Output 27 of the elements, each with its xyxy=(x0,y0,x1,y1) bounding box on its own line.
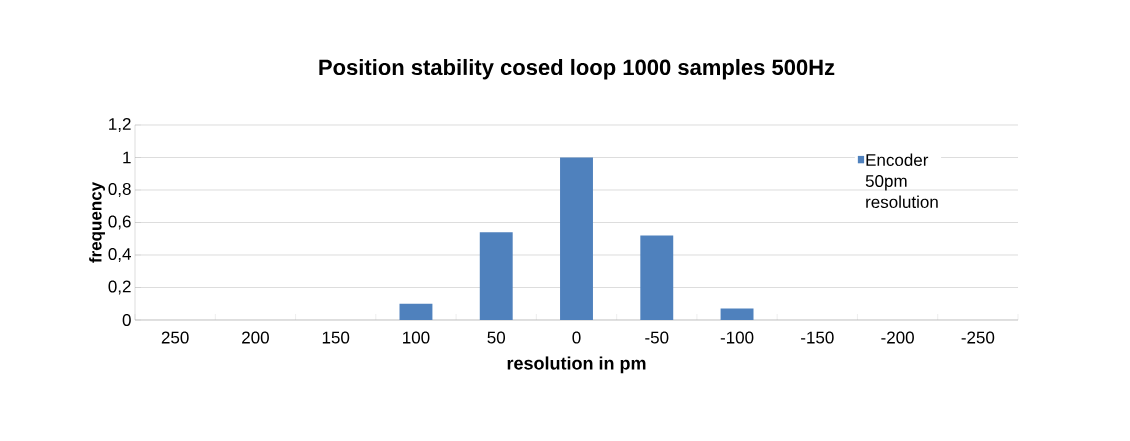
y-axis-title: frequency xyxy=(89,181,105,263)
y-tick-label: 0,2 xyxy=(108,280,131,295)
x-tick-label: -200 xyxy=(881,331,914,344)
bar xyxy=(479,232,513,320)
legend-label: Encoder 50pm resolution xyxy=(865,153,938,209)
x-axis-title: resolution in pm xyxy=(507,356,646,374)
y-tick-label: 0,8 xyxy=(108,182,131,198)
y-tick-label: 0,6 xyxy=(108,215,131,230)
bar xyxy=(560,157,593,320)
bar xyxy=(720,308,754,320)
chart-title: Position stability cosed loop 1000 samples 500Hz xyxy=(319,58,835,80)
bar xyxy=(399,303,433,320)
y-tick-label: 1 xyxy=(123,151,131,164)
y-tick-label: 0,4 xyxy=(108,247,131,263)
x-tick-label: 50 xyxy=(487,331,506,344)
x-tick-label: 200 xyxy=(242,331,269,344)
y-tick-label: 1,2 xyxy=(109,117,131,133)
x-tick-label: -50 xyxy=(645,331,669,344)
x-tick-label: 250 xyxy=(161,331,189,344)
x-tick-label: -250 xyxy=(961,331,995,344)
x-tick-label: -100 xyxy=(720,331,754,344)
x-tick-label: 150 xyxy=(322,331,350,344)
y-tick-label: 0 xyxy=(122,313,131,327)
x-tick-label: -150 xyxy=(801,331,834,344)
x-tick-label: 100 xyxy=(403,331,430,344)
x-tick-label: 0 xyxy=(572,331,581,344)
bar xyxy=(640,235,674,320)
